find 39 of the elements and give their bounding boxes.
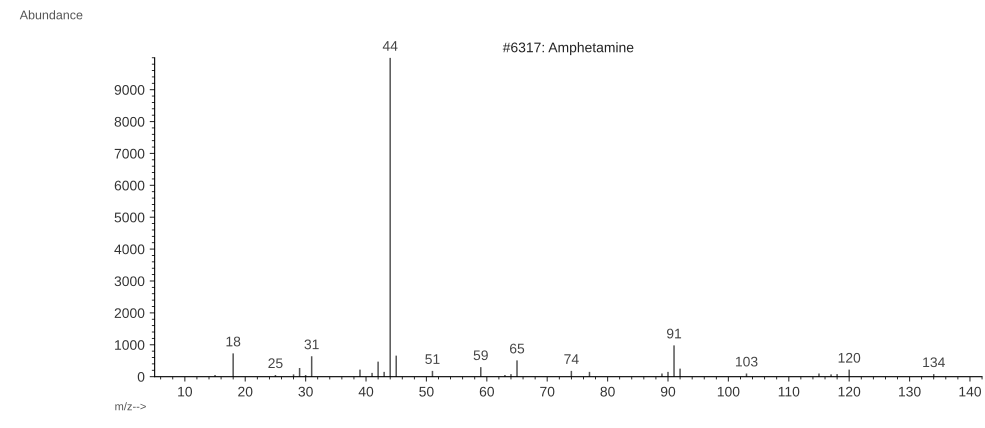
annotation: 65 [510,344,524,354]
x-tick-label: 90 [660,386,676,397]
annotation: 44 [382,41,398,51]
y-axis-title: Abundance [20,10,82,20]
y-tick-label: 2000 [114,308,144,318]
annotation: 51 [425,354,440,364]
y-tick-label: 3000 [114,276,144,286]
annotation: 91 [666,328,682,338]
x-tick-label: 110 [778,386,800,397]
annotation: 103 [736,356,758,367]
x-tick-label: 120 [838,386,860,397]
x-tick-label: 40 [358,386,374,397]
y-tick-label: 0 [138,372,144,382]
x-tick-label: 50 [419,386,434,397]
x-tick-label: 130 [899,386,921,397]
y-tick-label: 8000 [114,116,144,127]
x-axis-title: m/z--> [115,402,146,410]
x-tick-label: 70 [540,386,554,397]
x-tick-label: 100 [718,386,740,397]
annotation: 120 [838,352,860,363]
annotation: 25 [268,358,283,368]
y-tick-label: 1000 [115,340,144,350]
y-tick-label: 4000 [114,244,144,254]
chart-title: #6317: Amphetamine [502,42,634,56]
annotation: 31 [304,339,319,350]
y-tick-label: 5000 [114,212,144,222]
x-tick-label: 20 [238,386,252,397]
y-tick-label: 6000 [114,180,144,190]
annotation: 18 [226,336,240,346]
x-tick-label: 140 [959,386,982,397]
y-tick-label: 7000 [114,148,144,159]
x-tick-label: 60 [480,386,494,397]
annotation: 134 [923,357,945,368]
annotation: 59 [474,350,488,360]
annotation: 74 [564,354,579,364]
x-tick-label: 80 [600,386,615,397]
x-tick-label: 10 [178,386,192,397]
y-tick-label: 9000 [114,85,144,95]
x-tick-label: 30 [298,386,313,397]
